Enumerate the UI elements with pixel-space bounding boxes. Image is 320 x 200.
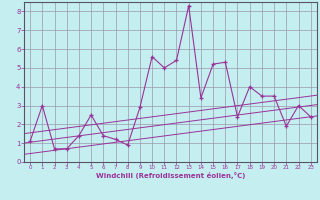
X-axis label: Windchill (Refroidissement éolien,°C): Windchill (Refroidissement éolien,°C) xyxy=(96,172,245,179)
